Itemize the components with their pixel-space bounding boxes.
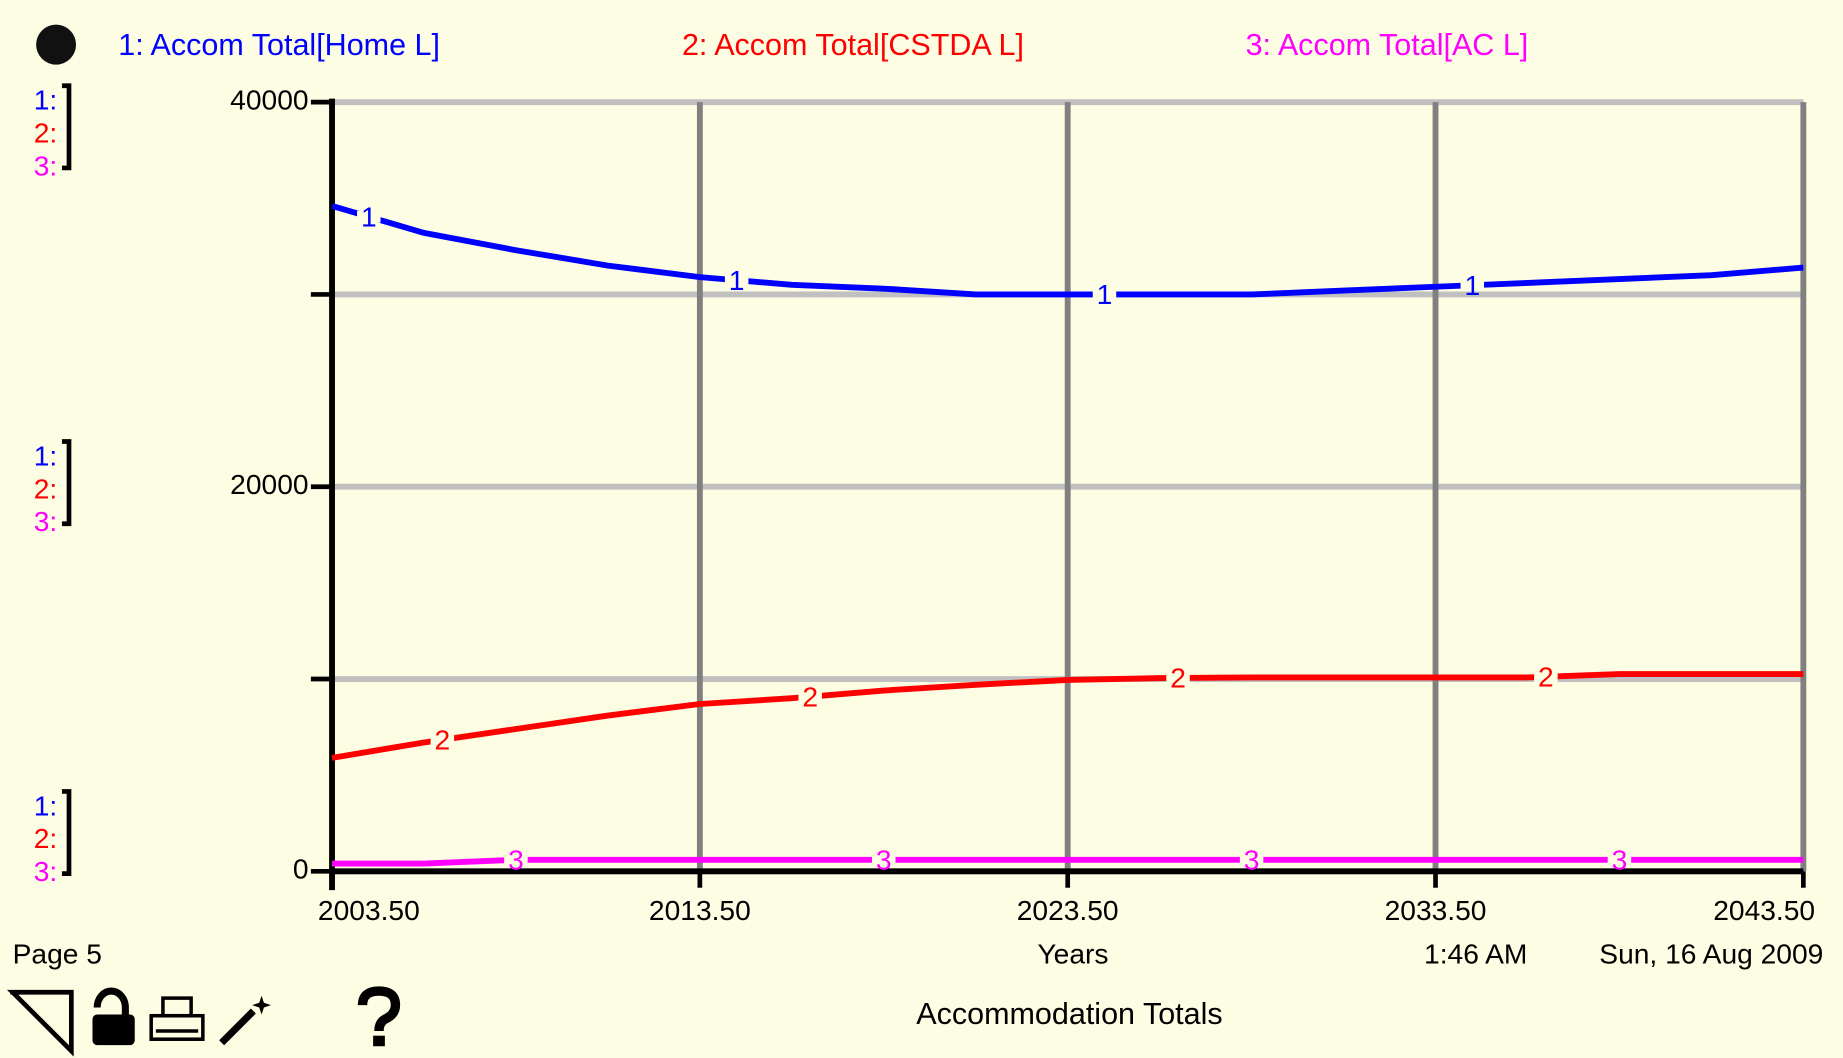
legend-entry: 1: Accom Total[Home L] [118,28,440,62]
series-line [331,671,1804,761]
y-tick-label: 40000 [230,84,308,116]
scale-bracket [61,83,72,171]
series-line [331,203,1804,298]
x-tick-label: 2003.50 [318,894,420,926]
series-tag-bg [430,733,455,746]
series-tag: 3 [508,844,524,876]
toolbar [6,986,401,1057]
scale-label: 1: [34,439,58,471]
series-tag: 3 [1612,844,1628,876]
series-tag-bg [1607,853,1632,866]
scale-label: 3: [34,149,58,181]
help-dot [373,1035,385,1047]
series-tag: 1 [1464,269,1480,301]
page-label: Page 5 [13,937,102,969]
chart-title: Accommodation Totals [916,997,1222,1031]
series-tag-bg [724,274,749,287]
series-tag: 2 [435,724,451,756]
series-tag-bg [1460,279,1485,292]
y-tick-label: 0 [293,853,309,885]
series-tag: 2 [1170,662,1186,694]
series-tag: 3 [876,844,892,876]
x-tick-label: 2023.50 [1017,894,1119,926]
scale-label: 3: [34,855,58,887]
x-tick-label: 2043.50 [1713,894,1815,926]
print-icon[interactable] [149,996,205,1041]
series-tag: 1 [1097,278,1113,310]
x-tick-label: 2033.50 [1385,894,1487,926]
series-tag-bg [1239,853,1264,866]
lock-icon[interactable] [93,987,129,1015]
series-tag-bg [1534,670,1558,683]
lock-body [92,1014,135,1046]
scale-bracket [61,439,72,527]
scale-label: 2: [34,472,58,504]
series-tag: 3 [1244,844,1260,876]
scale-label: 2: [34,116,58,148]
x-tick-label: 2013.50 [649,894,751,926]
legend-entry: 3: Accom Total[AC L] [1246,28,1529,62]
wand-icon[interactable] [219,995,271,1046]
scale-label: 2: [34,822,58,854]
series-line [332,856,1804,867]
date-label: Sun, 16 Aug 2009 [1599,937,1823,969]
series-tag: 1 [361,201,377,233]
scale-label: 3: [34,505,58,537]
series-tag: 2 [802,680,818,712]
series-tag: 2 [1538,661,1554,693]
series-tag-bg [357,210,381,223]
x-axis-label: Years [1037,937,1108,969]
series-tag: 1 [729,264,745,296]
status-icon [36,24,77,65]
series-tag-bg [798,690,822,703]
scale-label: 1: [34,84,58,116]
series-tag-bg [1092,288,1117,301]
series-tag-bg [1166,672,1190,684]
scale-label: 1: [34,789,58,821]
help-icon[interactable] [357,986,401,1032]
page-turn-icon[interactable] [6,989,74,1057]
series-tag-bg [872,853,896,866]
y-tick-label: 20000 [230,468,308,500]
series-tag-bg [504,853,528,866]
scale-bracket [61,789,72,876]
time-label: 1:46 AM [1424,937,1527,969]
legend-entry: 2: Accom Total[CSTDA L] [682,28,1024,62]
